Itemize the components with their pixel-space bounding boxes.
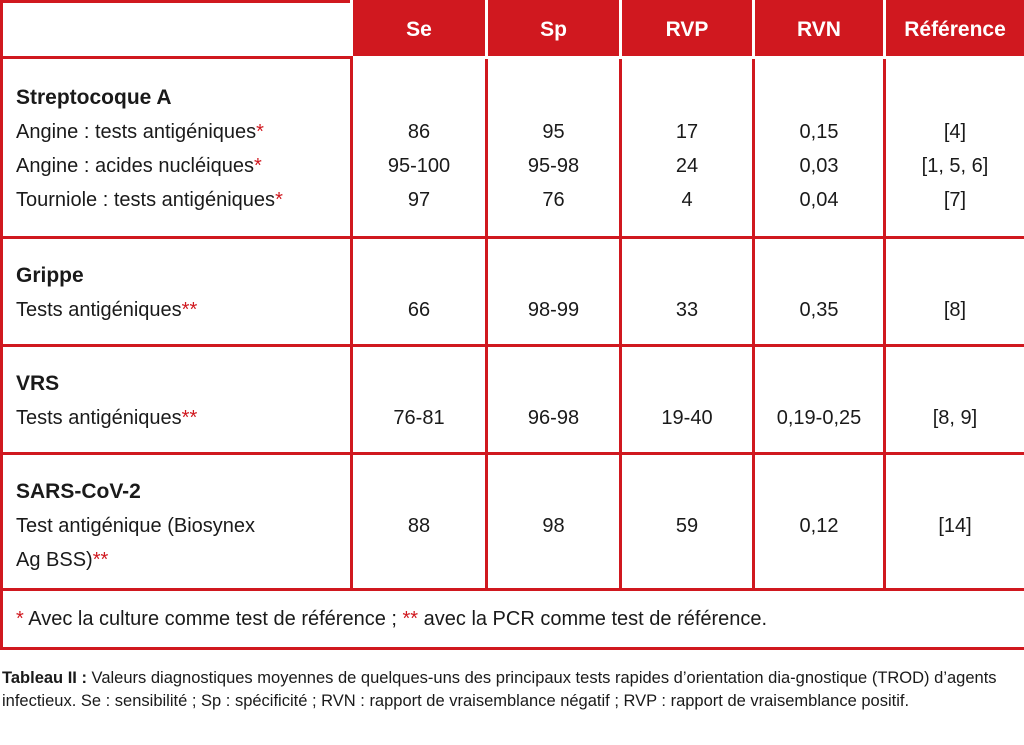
se-value: 76-81 (393, 407, 445, 429)
se-value: 88 (407, 515, 431, 537)
footnote-text: Avec la culture comme test de référence … (23, 607, 403, 630)
sp-value: 76 (542, 189, 565, 211)
asterisk-mark: * (256, 121, 264, 143)
row-label: Test antigénique (Biosynex (16, 515, 256, 537)
rvn-value: 0,15 (799, 121, 839, 143)
caption-label: Tableau II : (2, 669, 87, 687)
group-label-cell: SARS-CoV-2 Test antigénique (Biosynex Ag… (0, 452, 353, 591)
rvn-cell: 0,35 (752, 236, 886, 347)
reference-cell: [14] (883, 452, 1024, 591)
asterisk-mark: ** (181, 407, 198, 429)
row-label: Tourniole : tests antigéniques* (16, 189, 283, 211)
rvp-cell: 33 (619, 236, 755, 347)
group-title: VRS (16, 372, 60, 395)
header-se: Se (350, 0, 488, 59)
group-title: Streptocoque A (16, 86, 172, 109)
sp-value: 98 (542, 515, 565, 537)
rvp-value: 19-40 (661, 407, 713, 429)
group-row: Grippe Tests antigéniques** 66 98-99 33 … (0, 236, 1024, 347)
rvn-value: 0,35 (799, 299, 839, 321)
group-title: Grippe (16, 264, 84, 287)
reference-value: [7] (943, 189, 967, 211)
rvn-value: 0,12 (799, 515, 839, 537)
group-title: SARS-CoV-2 (16, 480, 141, 503)
row-label: Tests antigéniques** (16, 299, 198, 321)
reference-value: [4] (943, 121, 967, 143)
reference-value: [14] (938, 515, 972, 537)
se-cell: 88 (350, 452, 488, 591)
rvp-value: 24 (675, 155, 699, 177)
asterisk-mark: * (253, 155, 262, 177)
rvp-cell: 17 24 4 (619, 56, 755, 239)
diagnostic-table: Se Sp RVP RVN Référence Streptocoque A A… (0, 0, 1024, 650)
asterisk-mark: ** (402, 607, 419, 630)
se-value: 95-100 (387, 155, 451, 177)
group-row: VRS Tests antigéniques** 76-81 96-98 19-… (0, 344, 1024, 455)
row-label: Tests antigéniques** (16, 407, 198, 429)
header-rvn: RVN (752, 0, 886, 59)
rvn-value: 0,04 (799, 189, 839, 211)
group-row: SARS-CoV-2 Test antigénique (Biosynex Ag… (0, 452, 1024, 591)
rvp-cell: 19-40 (619, 344, 755, 455)
header-blank (0, 0, 353, 59)
sp-cell: 98-99 (485, 236, 622, 347)
row-label: Ag BSS)** (16, 549, 109, 571)
sp-cell: 95 95-98 76 (485, 56, 622, 239)
row-label: Angine : acides nucléiques* (16, 155, 262, 177)
asterisk-mark: ** (92, 549, 109, 571)
footnote-text: avec la PCR comme test de référence. (418, 607, 768, 630)
sp-cell: 98 (485, 452, 622, 591)
rvn-cell: 0,15 0,03 0,04 (752, 56, 886, 239)
asterisk-mark: * (275, 189, 283, 211)
reference-cell: [8] (883, 236, 1024, 347)
rvp-value: 59 (675, 515, 699, 537)
row-label: Angine : tests antigéniques* (16, 121, 264, 143)
rvp-value: 17 (675, 121, 699, 143)
group-label-cell: Grippe Tests antigéniques** (0, 236, 353, 347)
sp-value: 96-98 (527, 407, 580, 429)
se-cell: 66 (350, 236, 488, 347)
table-caption: Tableau II : Valeurs diagnostiques moyen… (2, 667, 1018, 713)
rvn-value: 0,03 (799, 155, 839, 177)
rvn-value: 0,19-0,25 (776, 407, 862, 429)
group-label-cell: Streptocoque A Angine : tests antigéniqu… (0, 56, 353, 239)
group-row: Streptocoque A Angine : tests antigéniqu… (0, 56, 1024, 239)
asterisk-mark: ** (181, 299, 198, 321)
rvp-value: 33 (675, 299, 699, 321)
reference-value: [8, 9] (932, 407, 978, 429)
group-label-cell: VRS Tests antigéniques** (0, 344, 353, 455)
rvn-cell: 0,19-0,25 (752, 344, 886, 455)
se-cell: 76-81 (350, 344, 488, 455)
caption-text: Valeurs diagnostiques moyennes de quelqu… (2, 669, 997, 710)
header-rvp: RVP (619, 0, 755, 59)
header-reference: Référence (883, 0, 1024, 59)
rvp-cell: 59 (619, 452, 755, 591)
rvp-value: 4 (681, 189, 693, 211)
sp-value: 95 (542, 121, 565, 143)
reference-value: [8] (943, 299, 967, 321)
sp-value: 98-99 (527, 299, 580, 321)
reference-cell: [4] [1, 5, 6] [7] (883, 56, 1024, 239)
header-row: Se Sp RVP RVN Référence (0, 0, 1024, 59)
se-value: 86 (407, 121, 431, 143)
reference-value: [1, 5, 6] (921, 155, 989, 177)
rvn-cell: 0,12 (752, 452, 886, 591)
reference-cell: [8, 9] (883, 344, 1024, 455)
sp-value: 95-98 (527, 155, 580, 177)
se-value: 97 (407, 189, 431, 211)
asterisk-mark: * (16, 607, 24, 630)
sp-cell: 96-98 (485, 344, 622, 455)
footnote-row: * Avec la culture comme test de référenc… (0, 588, 1024, 650)
footnote: * Avec la culture comme test de référenc… (0, 588, 1024, 650)
se-value: 66 (407, 299, 431, 321)
se-cell: 86 95-100 97 (350, 56, 488, 239)
header-sp: Sp (485, 0, 622, 59)
